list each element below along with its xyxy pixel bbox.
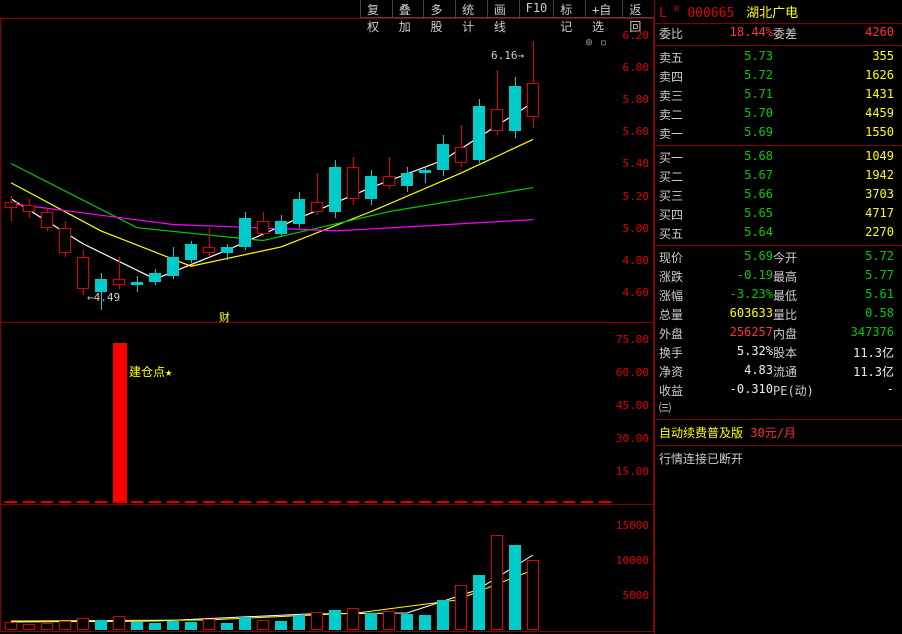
- sum-row: 外盘256257内盘347376: [655, 324, 902, 343]
- ob-row: 买四5.654717: [655, 205, 902, 224]
- ob-row: 卖二5.704459: [655, 105, 902, 124]
- toolbar: 复权叠加多股统计画线F10标记+自选返回: [360, 0, 654, 18]
- bid-rows: 买一5.681049买二5.671942买三5.663703买四5.654717…: [655, 148, 902, 243]
- y-axis-price: 6.206.005.805.605.405.205.004.804.60: [617, 19, 651, 322]
- ob-row: 买五5.642270: [655, 224, 902, 243]
- cursor-icon: ⊕ ▫: [585, 35, 607, 49]
- main-area: ←4.496.16→财 ⊕ ▫ 6.206.005.805.605.405.20…: [0, 18, 654, 634]
- ma-lines: [1, 19, 619, 324]
- volume-chart[interactable]: 15000100005000: [0, 505, 654, 632]
- ob-row: 卖一5.691550: [655, 124, 902, 143]
- summary-rows: 现价5.69今开5.72涨跌-0.19最高5.77涨幅-3.23%最低5.61总…: [655, 248, 902, 417]
- toolbar-叠加[interactable]: 叠加: [392, 0, 424, 17]
- toolbar-统计[interactable]: 统计: [455, 0, 487, 17]
- ob-row: 买二5.671942: [655, 167, 902, 186]
- sum-row: 涨跌-0.19最高5.77: [655, 267, 902, 286]
- wc-value: 4260: [807, 25, 898, 42]
- ob-row: 卖三5.711431: [655, 86, 902, 105]
- disconnect-message: 行情连接已断开: [655, 448, 902, 469]
- stock-code: L R 000665: [659, 6, 734, 21]
- candle-area: ←4.496.16→财: [1, 19, 617, 322]
- sum-row: 现价5.69今开5.72: [655, 248, 902, 267]
- ob-row: 卖四5.721626: [655, 67, 902, 86]
- stock-name: 湖北广电: [746, 6, 798, 21]
- ob-row: 买三5.663703: [655, 186, 902, 205]
- ask-rows: 卖五5.73355卖四5.721626卖三5.711431卖二5.704459卖…: [655, 48, 902, 143]
- wb-value: 18.44%: [693, 25, 773, 42]
- sum-row: 换手5.32%股本11.3亿: [655, 343, 902, 362]
- sum-row: 总量603633量比0.58: [655, 305, 902, 324]
- sum-row: 涨幅-3.23%最低5.61: [655, 286, 902, 305]
- toolbar-标记[interactable]: 标记: [553, 0, 585, 17]
- toolbar-多股[interactable]: 多股: [423, 0, 455, 17]
- candlestick-chart[interactable]: ←4.496.16→财 ⊕ ▫ 6.206.005.805.605.405.20…: [0, 18, 654, 323]
- y-axis-volume: 15000100005000: [605, 505, 651, 631]
- wb-label: 委比: [659, 25, 693, 42]
- wc-label: 委差: [773, 25, 807, 42]
- toolbar-+自选[interactable]: +自选: [585, 0, 622, 17]
- toolbar-F10[interactable]: F10: [519, 0, 554, 17]
- ob-row: 卖五5.73355: [655, 48, 902, 67]
- y-axis-indicator: 75.0060.0045.0030.0015.00: [611, 323, 651, 504]
- renew-message[interactable]: 自动续费普及版 30元/月: [655, 422, 902, 443]
- ob-row: 买一5.681049: [655, 148, 902, 167]
- toolbar-返回[interactable]: 返回: [622, 0, 654, 17]
- sum-row: 净资4.83流通11.3亿: [655, 362, 902, 381]
- indicator-chart[interactable]: 75.0060.0045.0030.0015.00 建仓点★: [0, 323, 654, 505]
- toolbar-复权[interactable]: 复权: [360, 0, 392, 17]
- quote-sidebar: L R 000665 湖北广电 委比 18.44% 委差 4260 卖五5.73…: [654, 0, 902, 634]
- stock-header: L R 000665 湖北广电: [655, 0, 902, 24]
- sum-row: 收益㈢-0.310PE(动)-: [655, 381, 902, 417]
- toolbar-画线[interactable]: 画线: [487, 0, 519, 17]
- wb-row: 委比 18.44% 委差 4260: [655, 24, 902, 43]
